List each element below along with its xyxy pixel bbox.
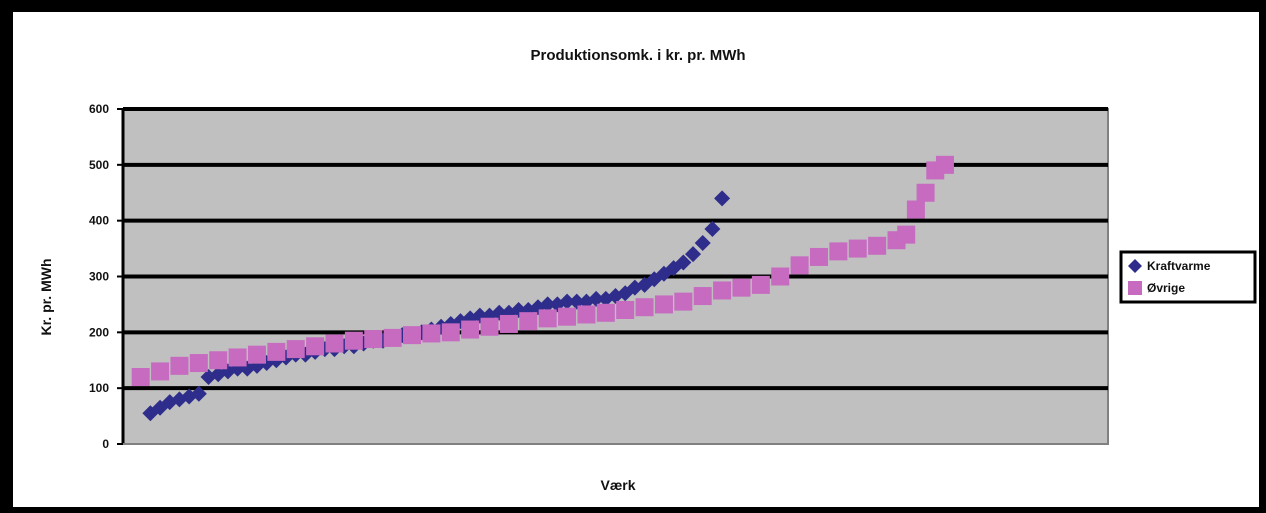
data-point-ovrige xyxy=(170,356,189,375)
legend: Kraftvarme Øvrige xyxy=(1119,250,1257,304)
legend-marker-kraftvarme xyxy=(1128,259,1142,273)
data-point-ovrige xyxy=(558,307,577,326)
data-point-ovrige xyxy=(519,312,538,331)
data-point-ovrige xyxy=(538,309,557,328)
data-point-ovrige xyxy=(441,323,460,342)
data-point-ovrige xyxy=(422,324,441,343)
data-point-ovrige xyxy=(228,348,247,367)
data-point-ovrige xyxy=(209,351,228,370)
y-tick-label: 0 xyxy=(102,437,109,451)
data-point-ovrige xyxy=(790,256,809,275)
data-point-ovrige xyxy=(499,314,518,333)
data-point-ovrige xyxy=(267,342,286,361)
data-point-ovrige xyxy=(713,281,732,300)
data-point-ovrige xyxy=(480,317,499,336)
data-point-ovrige xyxy=(868,236,887,255)
data-point-ovrige xyxy=(403,326,422,345)
data-point-ovrige xyxy=(935,155,954,174)
legend-label: Kraftvarme xyxy=(1147,259,1211,273)
data-point-ovrige xyxy=(809,247,828,266)
data-point-ovrige xyxy=(771,267,790,286)
data-point-ovrige xyxy=(286,340,305,359)
legend-marker-ovrige xyxy=(1128,281,1142,295)
data-point-ovrige xyxy=(306,337,325,356)
data-point-kraftvarme xyxy=(559,293,576,310)
y-tick-label: 200 xyxy=(89,325,109,339)
data-point-kraftvarme xyxy=(655,265,672,282)
data-point-ovrige xyxy=(131,368,150,386)
chart-frame: Produktionsomk. i kr. pr. MWh Kr. pr. MW… xyxy=(13,12,1259,507)
data-point-kraftvarme xyxy=(685,246,702,263)
y-tick-label: 500 xyxy=(89,158,109,172)
y-tick-label: 600 xyxy=(89,102,109,116)
x-axis-label: Værk xyxy=(600,477,635,493)
data-point-ovrige xyxy=(751,275,770,294)
data-point-ovrige xyxy=(693,287,712,306)
data-point-ovrige xyxy=(461,320,480,339)
data-point-ovrige xyxy=(848,239,867,258)
data-point-ovrige xyxy=(654,295,673,314)
data-point-kraftvarme xyxy=(539,296,556,313)
data-point-ovrige xyxy=(674,292,693,311)
data-point-ovrige xyxy=(247,345,266,364)
data-point-kraftvarme xyxy=(694,235,711,251)
data-point-ovrige xyxy=(364,330,383,349)
legend-box xyxy=(1119,250,1257,304)
data-point-kraftvarme xyxy=(704,221,721,238)
data-point-ovrige xyxy=(325,334,344,353)
y-tick-label: 100 xyxy=(89,381,109,395)
data-point-ovrige xyxy=(897,225,916,244)
data-point-ovrige xyxy=(635,298,654,317)
data-point-ovrige xyxy=(577,305,596,324)
data-point-ovrige xyxy=(596,303,615,322)
data-point-ovrige xyxy=(732,278,751,297)
data-point-ovrige xyxy=(916,183,935,202)
data-point-ovrige xyxy=(189,354,208,373)
chart-svg: Produktionsomk. i kr. pr. MWh Kr. pr. MW… xyxy=(38,47,1257,493)
data-point-ovrige xyxy=(383,328,402,347)
data-point-ovrige xyxy=(829,242,848,261)
data-point-ovrige xyxy=(906,200,925,219)
data-point-ovrige xyxy=(151,362,170,381)
y-tick-label: 400 xyxy=(89,214,109,228)
data-point-ovrige xyxy=(344,331,363,350)
chart-marks xyxy=(131,155,954,422)
data-point-ovrige xyxy=(616,301,635,319)
data-point-kraftvarme xyxy=(588,290,605,307)
data-point-kraftvarme xyxy=(714,190,731,207)
chart-title: Produktionsomk. i kr. pr. MWh xyxy=(530,47,745,64)
y-tick-label: 300 xyxy=(89,270,109,284)
plot-area: 0 100 200 300 400 500 600 xyxy=(89,102,1109,451)
y-axis-label: Kr. pr. MWh xyxy=(38,259,54,336)
data-point-kraftvarme xyxy=(190,385,207,402)
legend-label: Øvrige xyxy=(1147,281,1185,295)
